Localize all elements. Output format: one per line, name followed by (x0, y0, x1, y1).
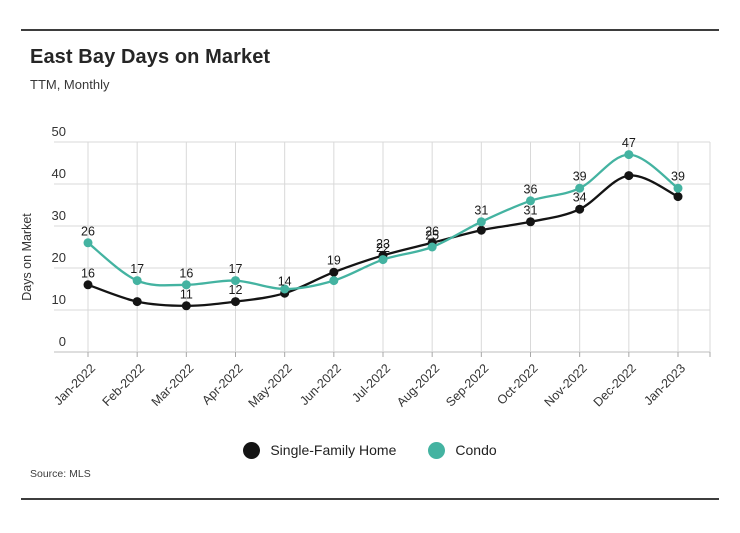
legend-dot-single-family-home (243, 441, 261, 459)
legend-item-condo: Condo (428, 441, 497, 459)
data-point-label: 47 (622, 136, 636, 150)
x-tick-label: Oct-2022 (494, 361, 540, 407)
x-tick-label: Nov-2022 (542, 361, 590, 409)
x-tick-label: Jan-2022 (51, 361, 98, 408)
x-tick-label: Feb-2022 (100, 361, 148, 409)
data-point-label: 14 (278, 275, 292, 289)
y-tick-label: 0 (59, 334, 66, 349)
data-point-label: 39 (671, 170, 685, 184)
y-tick-label: 40 (52, 166, 66, 181)
data-point-label: 17 (130, 262, 144, 276)
data-point-label: 23 (376, 237, 390, 251)
data-point-label: 16 (81, 266, 95, 280)
x-tick-label: Jul-2022 (349, 361, 393, 405)
data-point-condo (526, 196, 536, 206)
data-point-single-family-home (624, 171, 634, 181)
page-title: East Bay Days on Market (30, 46, 271, 68)
chart-svg: 0 10 20 30 40 50 Jan-2022 Feb-2022 Mar-2022 Apr-2… (20, 124, 711, 410)
data-point-label: 25 (425, 229, 439, 243)
data-point-label: 36 (524, 182, 538, 196)
chart-subtitle: TTM, Monthly (30, 77, 110, 92)
legend-label-single-family-home: Single-Family Home (270, 442, 397, 458)
x-tick-label: Sep-2022 (443, 361, 491, 409)
data-point-label: 31 (524, 203, 538, 217)
data-point-label: 22 (376, 241, 390, 255)
legend-item-single-family-home: Single-Family Home (243, 441, 397, 459)
data-point-single-family-home (526, 217, 536, 227)
data-point-condo (378, 255, 388, 265)
data-point-condo (575, 183, 585, 193)
data-point-label: 26 (81, 224, 95, 238)
data-point-single-family-home (575, 204, 585, 214)
y-tick-label: 20 (52, 250, 66, 265)
x-tick-label: May-2022 (246, 361, 295, 410)
data-point-label: 26 (425, 224, 439, 238)
x-tick-label: Jan-2023 (641, 361, 688, 408)
data-point-label: 19 (327, 254, 341, 268)
data-point-condo (624, 150, 634, 160)
data-point-label: 39 (573, 170, 587, 184)
x-tick-label: Apr-2022 (199, 361, 245, 407)
x-tick-label: Dec-2022 (591, 361, 639, 409)
data-point-condo (476, 217, 486, 227)
y-tick-label: 30 (52, 208, 66, 223)
chart-legend: Single-Family Home Condo (0, 438, 740, 462)
y-tick-label: 50 (52, 124, 66, 139)
data-point-condo (231, 276, 241, 286)
data-point-label: 34 (573, 191, 587, 205)
x-tick-label: Mar-2022 (149, 361, 197, 409)
top-divider (21, 29, 719, 31)
data-point-label: 17 (229, 262, 243, 276)
data-point-condo (181, 280, 191, 290)
y-tick-label: 10 (52, 292, 66, 307)
x-tick-label: Aug-2022 (394, 361, 442, 409)
data-point-label: 16 (179, 266, 193, 280)
data-point-condo (280, 284, 290, 294)
data-point-single-family-home (231, 297, 241, 307)
data-point-label: 12 (229, 283, 243, 297)
data-point-condo (83, 238, 93, 248)
data-point-single-family-home (83, 280, 93, 290)
data-point-label: 11 (180, 287, 193, 301)
source-note: Source: MLS (30, 468, 91, 480)
data-point-single-family-home (132, 297, 142, 307)
legend-dot-condo (428, 441, 446, 459)
bottom-divider (21, 498, 719, 500)
data-point-single-family-home (673, 192, 683, 202)
data-point-single-family-home (476, 225, 486, 235)
data-point-condo (329, 276, 339, 286)
data-point-condo (427, 242, 437, 252)
data-point-single-family-home (329, 267, 339, 277)
y-axis-title: Days on Market (20, 213, 34, 301)
x-tick-label: Jun-2022 (297, 361, 344, 408)
data-point-condo (673, 183, 683, 193)
legend-label-condo: Condo (455, 442, 497, 458)
data-point-condo (132, 276, 142, 286)
data-point-label: 31 (474, 203, 488, 217)
data-point-single-family-home (181, 301, 191, 311)
